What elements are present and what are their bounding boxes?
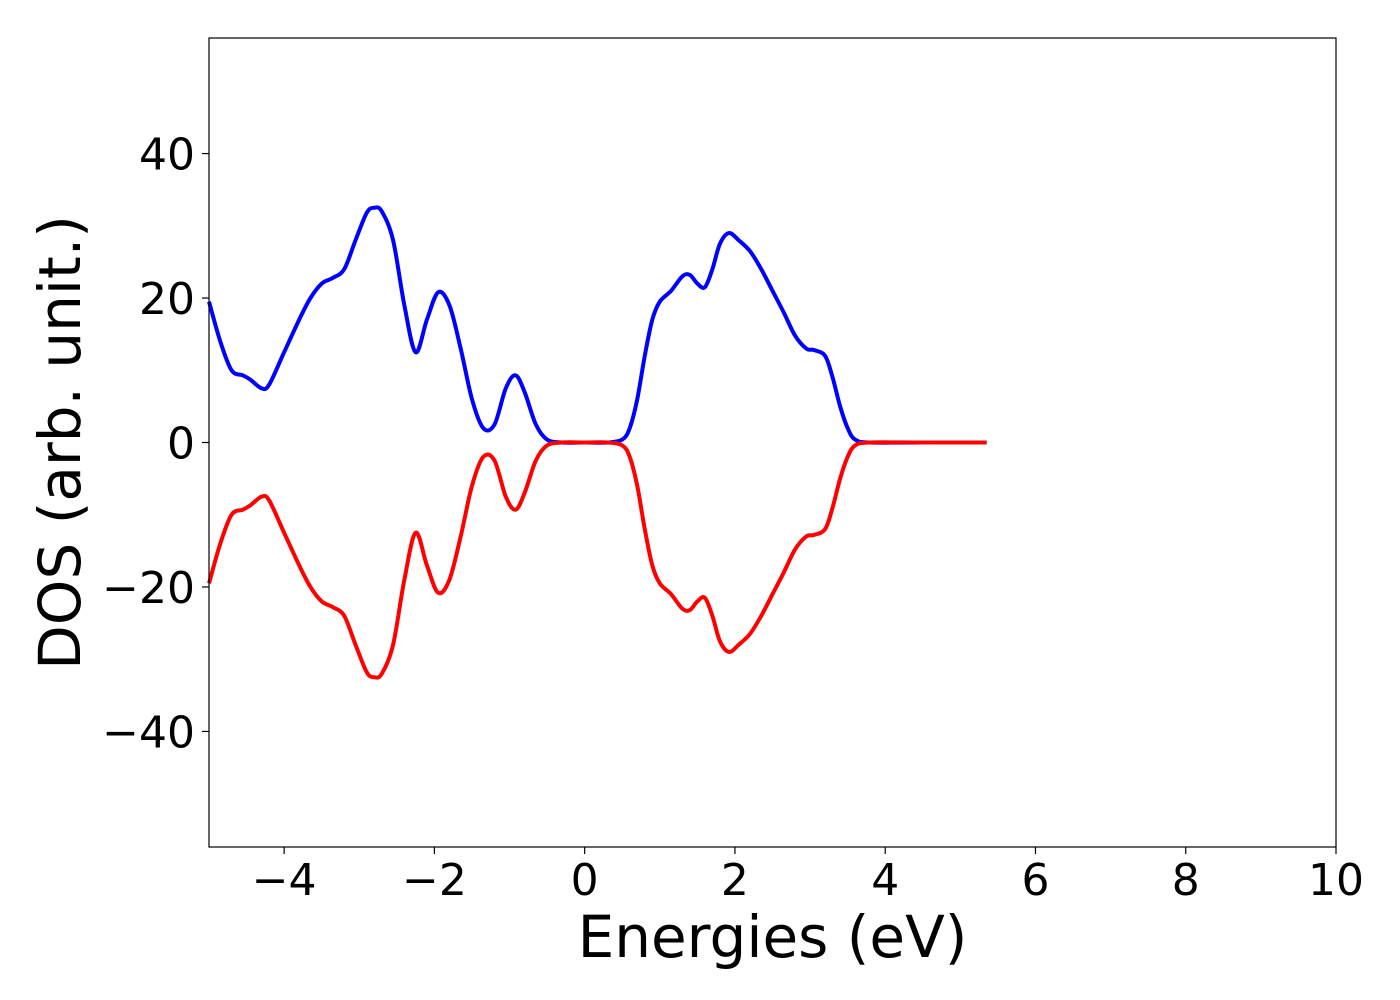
x-tick-label: 10 xyxy=(1308,855,1364,906)
x-tick-label: 6 xyxy=(1021,855,1049,906)
x-tick-label: −2 xyxy=(402,855,467,906)
x-tick-label: 4 xyxy=(871,855,899,906)
x-axis: −4 −2 0 2 4 6 8 10 xyxy=(252,847,1364,906)
x-tick-label: 8 xyxy=(1172,855,1200,906)
y-tick-label: −20 xyxy=(102,563,195,614)
series-line-1 xyxy=(207,440,987,680)
y-axis-title: DOS (arb. unit.) xyxy=(26,215,94,670)
series-layer xyxy=(207,205,987,680)
x-tick-label: 0 xyxy=(571,855,599,906)
y-tick-label: 0 xyxy=(167,419,195,470)
y-tick-label: 20 xyxy=(139,274,195,325)
x-tick-label: 2 xyxy=(721,855,749,906)
x-tick-label: −4 xyxy=(252,855,317,906)
y-tick-label: 40 xyxy=(139,130,195,181)
x-axis-title: Energies (eV) xyxy=(578,903,968,971)
y-tick-label: −40 xyxy=(102,707,195,758)
y-axis: −40 −20 0 20 40 xyxy=(102,130,209,758)
